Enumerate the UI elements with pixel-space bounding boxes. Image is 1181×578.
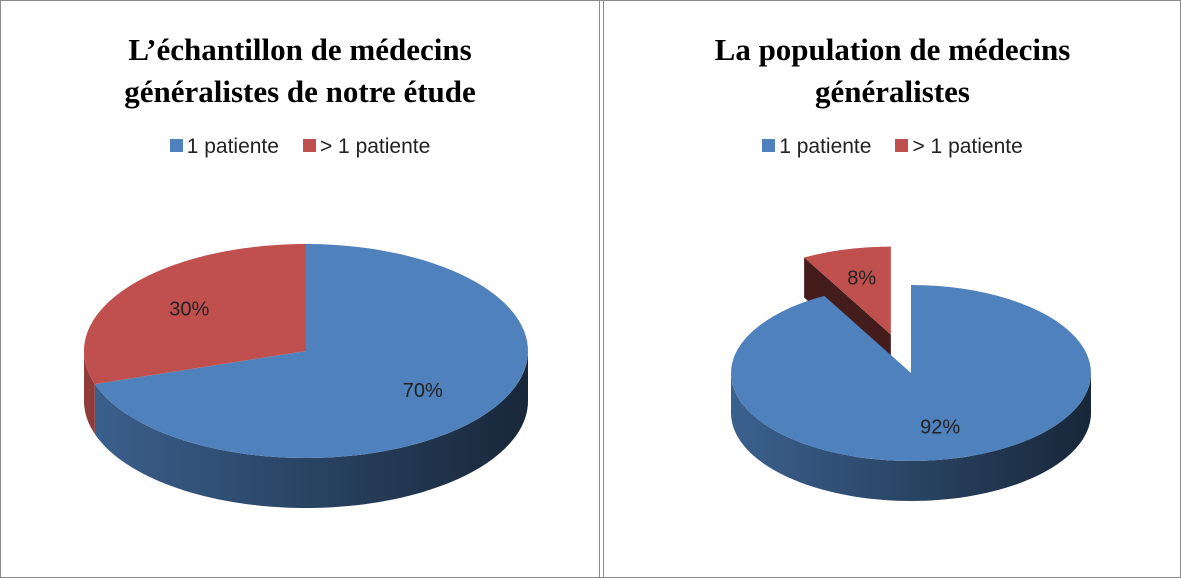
legend-label: > 1 patiente [912,135,1023,158]
pie-chart: 70% 30% [84,244,529,508]
pie-side [84,351,95,435]
chart-cell: L’échantillon de médecins généralistes d… [1,1,599,577]
legend-swatch [895,139,909,152]
data-label: 70% [403,380,443,402]
pie-side [731,373,1091,501]
legend-label: > 1 patiente [319,135,431,158]
legend-item: > 1 patiente [895,135,1023,159]
chart-title: L’échantillon de médecins généralistes d… [124,32,476,109]
legend-label: 1 patiente [186,135,279,158]
legend-item: 1 patiente [169,135,279,159]
data-label: 8% [847,268,876,290]
legend-swatch [762,139,776,152]
legend-label: 1 patiente [779,135,872,158]
pie-tops [731,246,1091,461]
separator [599,1,604,577]
data-label: 30% [169,298,209,320]
legend-swatch [169,139,183,152]
pie-chart: 92% 8% [731,246,1091,501]
pie-slice [84,244,307,385]
legend: 1 patiente > 1 patiente [1,135,599,159]
chart-cell: La population de médecins généralistes 1 … [605,1,1180,577]
legend: 1 patiente > 1 patiente [605,135,1180,159]
pie-tops [84,244,528,458]
pie-sides [84,351,529,508]
legend-item: 1 patiente [762,135,871,159]
pie-slice [804,246,891,335]
pie-slice [94,244,528,458]
legend-item: > 1 patiente [302,135,431,159]
pie-side [94,351,529,508]
data-label: 92% [920,417,960,439]
chart-title: La population de médecins généralistes [714,32,1071,109]
pie-slice [731,285,1091,461]
legend-swatch [302,139,316,152]
